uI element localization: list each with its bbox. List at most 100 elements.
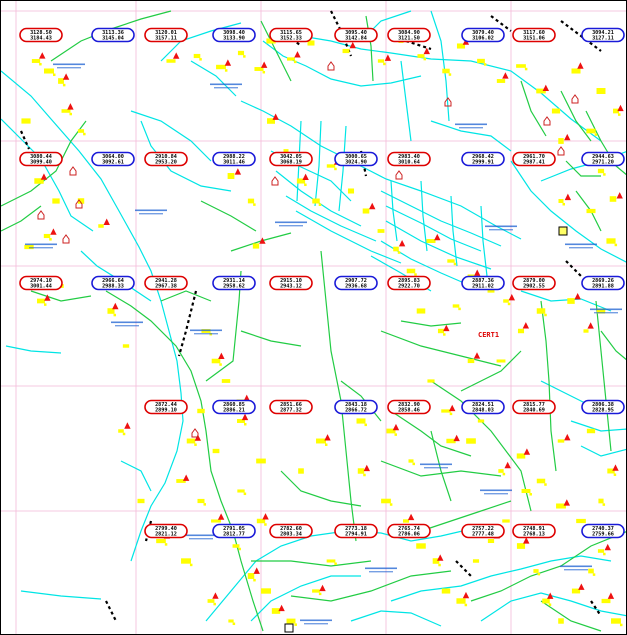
sheet-ellipse[interactable] [144, 275, 188, 291]
sheet-ellipse[interactable] [461, 275, 505, 291]
sheet-ellipse[interactable] [19, 27, 63, 43]
sheet-ellipse[interactable] [581, 399, 625, 415]
sheet-ellipse[interactable] [144, 399, 188, 415]
sheet-ellipse[interactable] [387, 151, 431, 167]
sheet-ellipse[interactable] [387, 399, 431, 415]
valve-box-icon[interactable] [284, 623, 294, 633]
sheet-ellipse[interactable] [387, 275, 431, 291]
sheet-ellipse[interactable] [512, 27, 556, 43]
sheet-ellipse[interactable] [387, 523, 431, 539]
sheet-ellipse[interactable] [461, 523, 505, 539]
sheet-ellipse[interactable] [212, 523, 256, 539]
sheet-ellipse[interactable] [387, 27, 431, 43]
sheet-ellipse[interactable] [334, 399, 378, 415]
pipe-line [280, 470, 362, 507]
sheet-ellipse[interactable] [334, 275, 378, 291]
sheet-ellipse[interactable] [461, 399, 505, 415]
sheet-ellipse[interactable] [144, 151, 188, 167]
sheet-ellipse[interactable] [581, 275, 625, 291]
sheet-ellipse[interactable] [269, 151, 313, 167]
sheet-ellipse[interactable] [581, 27, 625, 43]
sheet-ellipse[interactable] [512, 399, 556, 415]
valve-box-icon[interactable] [558, 226, 568, 236]
sheet-ellipse[interactable] [269, 399, 313, 415]
sheet-ellipse[interactable] [269, 523, 313, 539]
sheet-ellipse[interactable] [581, 523, 625, 539]
sheet-ellipse[interactable] [212, 151, 256, 167]
sheet-ellipse[interactable] [212, 399, 256, 415]
sheet-ellipse[interactable] [269, 275, 313, 291]
pipe-line [430, 430, 452, 502]
sheet-ellipse[interactable] [144, 27, 188, 43]
sheet-ellipse[interactable] [19, 151, 63, 167]
sheet-ellipse[interactable] [512, 275, 556, 291]
sheet-ellipse[interactable] [91, 27, 135, 43]
sheet-ellipse[interactable] [91, 151, 135, 167]
sheet-ellipse[interactable] [512, 523, 556, 539]
sheet-ellipse[interactable] [144, 523, 188, 539]
sheet-ellipse[interactable] [269, 27, 313, 43]
marker [243, 492, 247, 496]
sheet-ellipse[interactable] [461, 151, 505, 167]
sheet-ellipse[interactable] [334, 523, 378, 539]
sheet-ellipse[interactable] [581, 151, 625, 167]
sheet-ellipse[interactable] [19, 275, 63, 291]
sheet-ellipse[interactable] [334, 27, 378, 43]
sheet-ellipse[interactable] [461, 27, 505, 43]
sheet-ellipse[interactable] [212, 27, 256, 43]
sheet-ellipse[interactable] [512, 151, 556, 167]
sheet-ellipse[interactable] [334, 151, 378, 167]
sheet-ellipse[interactable] [212, 275, 256, 291]
sheet-ellipse[interactable] [91, 275, 135, 291]
